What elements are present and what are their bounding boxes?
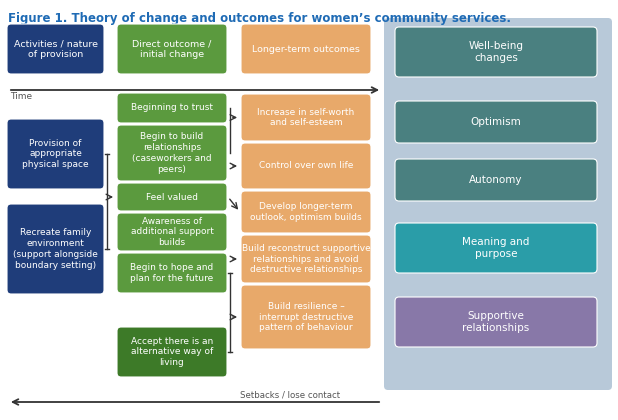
- Text: Recreate family
environment
(support alongside
boundary setting): Recreate family environment (support alo…: [13, 228, 98, 270]
- Text: Activities / nature
of provision: Activities / nature of provision: [14, 39, 98, 59]
- Text: Well-being
changes: Well-being changes: [468, 41, 523, 63]
- FancyBboxPatch shape: [241, 24, 371, 74]
- Text: Time: Time: [10, 92, 32, 101]
- Text: Begin to build
relationships
(caseworkers and
peers): Begin to build relationships (caseworker…: [132, 132, 212, 173]
- Text: Provision of
appropriate
physical space: Provision of appropriate physical space: [22, 139, 89, 169]
- FancyBboxPatch shape: [117, 93, 227, 123]
- Text: Begin to hope and
plan for the future: Begin to hope and plan for the future: [130, 263, 214, 283]
- Text: Build resilience –
interrupt destructive
pattern of behaviour: Build resilience – interrupt destructive…: [259, 302, 353, 332]
- FancyBboxPatch shape: [384, 18, 612, 390]
- FancyBboxPatch shape: [117, 327, 227, 377]
- FancyBboxPatch shape: [7, 119, 104, 189]
- FancyBboxPatch shape: [395, 223, 597, 273]
- FancyBboxPatch shape: [117, 183, 227, 211]
- Text: Awareness of
additional support
builds: Awareness of additional support builds: [130, 217, 213, 247]
- Text: Figure 1. Theory of change and outcomes for women’s community services.: Figure 1. Theory of change and outcomes …: [8, 12, 511, 25]
- Text: Setbacks / lose contact: Setbacks / lose contact: [240, 390, 340, 399]
- FancyBboxPatch shape: [241, 191, 371, 233]
- Text: Build reconstruct supportive
relationships and avoid
destructive relationships: Build reconstruct supportive relationshi…: [242, 244, 370, 274]
- FancyBboxPatch shape: [117, 24, 227, 74]
- FancyBboxPatch shape: [7, 204, 104, 294]
- FancyBboxPatch shape: [395, 297, 597, 347]
- FancyBboxPatch shape: [241, 235, 371, 283]
- Text: Develop longer-term
outlook, optimism builds: Develop longer-term outlook, optimism bu…: [250, 202, 362, 222]
- FancyBboxPatch shape: [395, 159, 597, 201]
- FancyBboxPatch shape: [241, 143, 371, 189]
- FancyBboxPatch shape: [7, 24, 104, 74]
- Text: Optimism: Optimism: [471, 117, 522, 127]
- FancyBboxPatch shape: [117, 253, 227, 293]
- Text: Autonomy: Autonomy: [469, 175, 523, 185]
- FancyBboxPatch shape: [395, 27, 597, 77]
- FancyBboxPatch shape: [395, 101, 597, 143]
- Text: Accept there is an
alternative way of
living: Accept there is an alternative way of li…: [131, 337, 213, 367]
- FancyBboxPatch shape: [241, 285, 371, 349]
- FancyBboxPatch shape: [241, 94, 371, 141]
- Text: Supportive
relationships: Supportive relationships: [462, 311, 530, 333]
- Text: Control over own life: Control over own life: [259, 162, 353, 171]
- FancyBboxPatch shape: [117, 213, 227, 251]
- Text: Feel valued: Feel valued: [146, 192, 198, 202]
- Text: Longer-term outcomes: Longer-term outcomes: [252, 45, 360, 53]
- FancyBboxPatch shape: [117, 125, 227, 181]
- Text: Beginning to trust: Beginning to trust: [131, 103, 213, 113]
- Text: Meaning and
purpose: Meaning and purpose: [462, 237, 530, 259]
- Text: Increase in self-worth
and self-esteem: Increase in self-worth and self-esteem: [257, 108, 355, 127]
- Text: Direct outcome /
initial change: Direct outcome / initial change: [132, 39, 212, 59]
